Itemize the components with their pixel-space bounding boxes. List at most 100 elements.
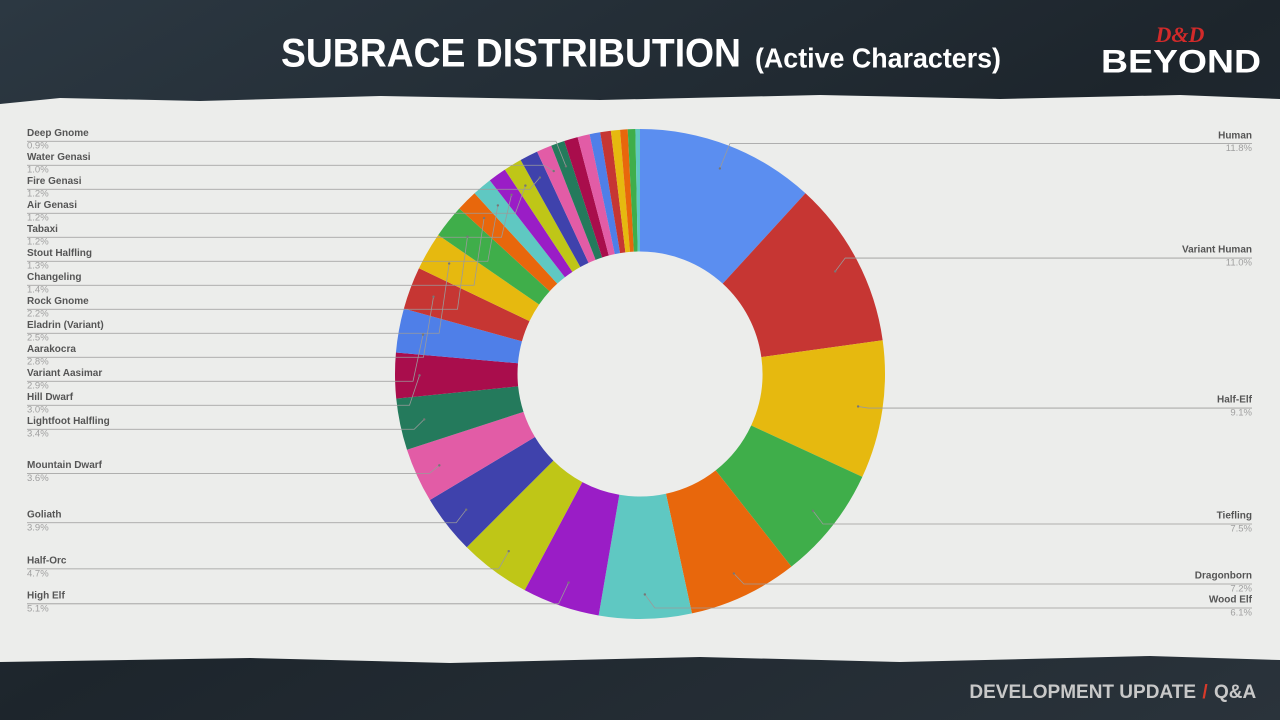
slice [489,169,573,278]
leader-line [27,236,468,310]
slice-value-label: 1.4% [27,285,49,296]
leader-line [834,257,1252,272]
leader-dot [464,508,468,511]
slice [438,208,550,305]
leader-dot [482,216,486,220]
leader-line [719,143,1252,169]
leader-dot [510,193,513,197]
slice [598,493,692,619]
slice-value-label: 1.3% [27,261,49,272]
slice [589,132,621,255]
slice-label: Air Genasi [27,200,77,211]
slice [577,134,615,256]
slice-label: Dragonborn [1195,571,1252,582]
leader-line [27,185,526,214]
slice [418,235,540,322]
slice-label: Variant Human [1182,245,1252,256]
slice-label: Aarakocra [27,344,76,355]
leader-line [27,218,485,286]
slice-value-label: 3.9% [27,522,49,533]
slice [406,411,535,501]
leader-line [27,164,554,172]
slice-value-label: 2.8% [27,357,49,368]
slice-label: Eladrin (Variant) [27,320,104,331]
slice-value-label: 3.0% [27,405,49,416]
leader-dot [496,204,500,207]
slice-value-label: 3.4% [27,429,49,440]
leader-dot [418,374,421,377]
leader-line [644,594,1252,609]
slice [610,129,631,253]
slice-value-label: 5.1% [27,603,49,614]
slice [403,268,530,342]
slice-value-label: 6.1% [1230,608,1252,619]
slice-label: Half-Orc [27,555,67,566]
logo-bottom: BEYOND [1101,43,1261,79]
leader-line [27,194,512,238]
slice-label: Goliath [27,509,61,520]
leader-dot [421,333,425,336]
leader-dot [538,176,542,179]
leader-dot [811,509,815,512]
chart-title: SUBRACE DISTRIBUTION [281,32,741,76]
slice-labels: Human 11.8% Variant Human 11.0% Half-Elf 9.1%… [27,128,1253,619]
leader-dot [423,418,426,421]
footer-separator: / [1202,682,1208,703]
slice-value-label: 3.6% [27,473,49,484]
slice-value-label: 7.2% [1230,584,1252,595]
slice-label: High Elf [27,590,65,601]
leader-dot [552,169,555,173]
leader-line [27,296,434,358]
leader-dot [833,270,837,273]
leader-line [27,582,569,605]
slice-value-label: 1.2% [27,237,49,248]
slice [715,425,863,567]
slice-value-label: 9.1% [1230,408,1252,419]
leader-dot [524,184,527,187]
slice-value-label: 11.0% [1226,258,1253,269]
slice-value-label: 7.5% [1230,523,1252,534]
leader-dot [718,167,722,170]
leader-dot [432,295,435,298]
slice-label: Hill Dwarf [27,392,74,403]
slice-label: Changeling [27,272,81,283]
leader-line [733,573,1252,585]
leader-dot [732,572,736,575]
slice-label: Wood Elf [1209,595,1253,606]
leader-line [27,419,425,430]
slice [396,386,524,450]
slice-label: Fire Genasi [27,176,82,187]
leader-dot [643,593,647,596]
slice [395,308,522,364]
slice [751,340,885,477]
logo-top: D&D [1155,22,1205,47]
slice-value-label: 1.2% [27,213,49,224]
slice-value-label: 1.0% [27,165,49,176]
slice-value-label: 0.9% [27,141,49,152]
slice-value-label: 11.8% [1226,143,1253,154]
leader-dot [447,262,451,265]
slice [627,129,638,252]
leader-dot [507,549,510,553]
slice-label: Deep Gnome [27,128,89,139]
slice [524,482,620,616]
slice-label: Mountain Dwarf [27,460,103,471]
slice [620,129,634,252]
leader-line [858,406,1252,409]
leader-dot [567,581,570,584]
footer-left: DEVELOPMENT UPDATE [969,682,1196,703]
leader-line [27,509,467,524]
slice-label: Human [1218,130,1252,141]
leader-dot [466,235,469,238]
chart-subtitle: (Active Characters) [755,42,1001,73]
slice [600,130,626,254]
leader-line [27,375,420,406]
slice-value-label: 2.5% [27,333,49,344]
slice [429,437,554,548]
slice [466,460,583,591]
slice-label: Water Genasi [27,152,91,163]
slice [537,145,596,263]
leader-line [27,550,510,570]
leader-line [27,263,450,334]
slice-label: Tabaxi [27,224,58,235]
